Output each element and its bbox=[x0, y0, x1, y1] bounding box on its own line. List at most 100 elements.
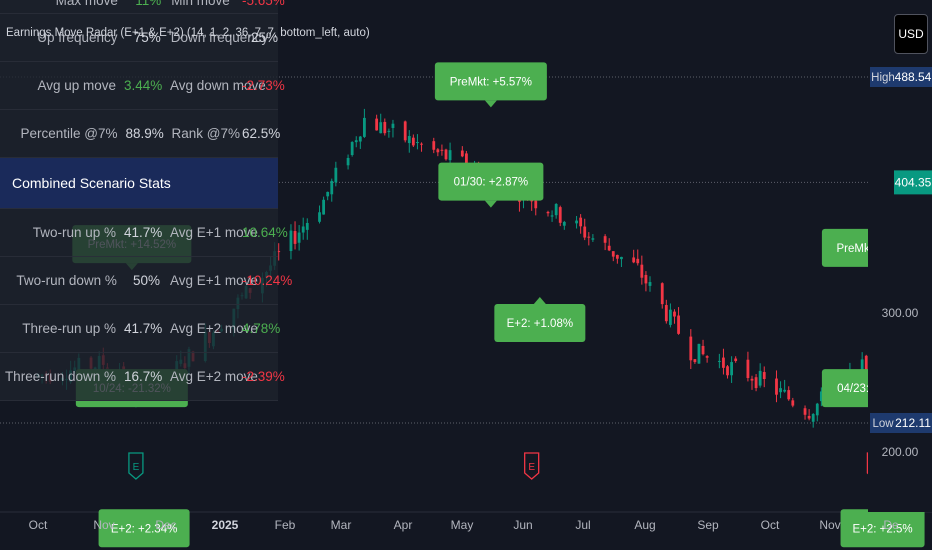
candle-body bbox=[448, 150, 452, 161]
candle-body bbox=[640, 264, 644, 278]
stats-value: 41.7% bbox=[124, 321, 163, 336]
candle-body bbox=[807, 415, 811, 419]
candle-body bbox=[705, 356, 709, 358]
stats-label: Rank @7% bbox=[171, 126, 240, 141]
price-tag-value: 488.54 bbox=[895, 70, 932, 84]
stats-label: Two-run down % bbox=[16, 273, 117, 288]
candle-body bbox=[379, 122, 383, 134]
annotation-label bbox=[494, 304, 586, 343]
stats-label: Avg E+2 move bbox=[170, 321, 258, 336]
candle-body bbox=[293, 231, 297, 244]
annotation-text: E+2: +2.5% bbox=[853, 523, 913, 535]
section-title: Combined Scenario Stats bbox=[0, 158, 278, 209]
price-tag-name: Low bbox=[872, 418, 894, 430]
x-tick-label: Jun bbox=[513, 518, 532, 532]
candle-body bbox=[358, 136, 362, 142]
candle-body bbox=[636, 258, 640, 264]
candle-body bbox=[734, 358, 738, 362]
candle-body bbox=[391, 123, 395, 128]
candle-body bbox=[465, 153, 468, 169]
candle-body bbox=[811, 414, 815, 422]
candle-body bbox=[534, 200, 538, 209]
candle-body bbox=[722, 357, 725, 368]
x-tick-label: May bbox=[451, 518, 474, 532]
candle-body bbox=[432, 141, 436, 150]
price-tag-bg bbox=[896, 413, 932, 433]
stats-label: Avg up move bbox=[37, 78, 116, 93]
candle-body bbox=[583, 226, 587, 238]
stats-table: Max move 11% Min move -5.65% Up frequency 75%… bbox=[0, 0, 293, 401]
candle-body bbox=[726, 366, 729, 376]
candle-body bbox=[746, 359, 750, 378]
annotation-text: 01/30: +2.87% bbox=[454, 177, 529, 189]
currency-button[interactable]: USD bbox=[894, 14, 928, 54]
stats-label: Avg E+1 move bbox=[170, 225, 258, 240]
candle-body bbox=[444, 149, 448, 160]
price-tag-value: 212.11 bbox=[895, 416, 931, 430]
candle-body bbox=[693, 359, 697, 363]
candle-body bbox=[632, 257, 636, 263]
annotation-pointer bbox=[484, 100, 497, 108]
stats-label: Percentile @7% bbox=[20, 126, 118, 141]
price-tag-value: 404.35 bbox=[895, 175, 932, 189]
stats-label: Up frequency bbox=[37, 30, 118, 45]
stats-row: Three-run up % 41.7% Avg E+2 move 4.78% bbox=[0, 305, 280, 353]
stats-label: Min move bbox=[171, 0, 230, 8]
annotation-pointer bbox=[484, 200, 497, 208]
candle-body bbox=[803, 408, 807, 415]
earnings-icon bbox=[524, 452, 540, 480]
candle-body bbox=[697, 343, 701, 364]
price-tag-name-bg bbox=[870, 413, 896, 433]
stats-row: Avg up move 3.44% Avg down move -2.73% bbox=[0, 62, 285, 110]
indicator-title[interactable]: Earnings Move Radar (E+1 & E+2) (14, 1, … bbox=[6, 27, 370, 39]
candle-body bbox=[575, 220, 578, 224]
candle-body bbox=[815, 403, 819, 416]
candle-body bbox=[644, 274, 648, 284]
candle-body bbox=[305, 222, 309, 230]
stats-row: Two-run down % 50% Avg E+1 move -10.24% bbox=[0, 257, 293, 305]
candle-body bbox=[411, 137, 415, 146]
annotation-pointer bbox=[533, 297, 546, 305]
candle-body bbox=[787, 390, 791, 400]
x-tick-label: Aug bbox=[634, 518, 655, 532]
stats-value: -2.73% bbox=[242, 78, 285, 93]
candle-body bbox=[607, 245, 611, 251]
stats-label: Three-run down % bbox=[4, 369, 116, 384]
candle-body bbox=[673, 311, 676, 317]
candle-body bbox=[660, 283, 664, 305]
candle-body bbox=[326, 191, 330, 197]
x-tick-label: Nov bbox=[93, 518, 114, 532]
stats-label: Avg down move bbox=[170, 78, 266, 93]
stats-value: -2.39% bbox=[242, 369, 285, 384]
stats-value: 88.9% bbox=[125, 126, 164, 141]
stats-value: 25% bbox=[250, 30, 278, 45]
candle-body bbox=[717, 360, 721, 362]
candle-body bbox=[611, 251, 615, 257]
stats-label: Max move bbox=[55, 0, 118, 8]
stats-value: -10.24% bbox=[242, 273, 293, 288]
candle-body bbox=[860, 359, 864, 373]
candle-body bbox=[330, 180, 334, 195]
x-tick-label: Sep bbox=[697, 518, 719, 532]
annotation-text: E+2: +1.08% bbox=[507, 318, 574, 330]
candle-body bbox=[603, 236, 607, 243]
candle-body bbox=[546, 211, 550, 214]
candle-body bbox=[350, 142, 354, 156]
stats-row: Up frequency 75% Down frequency 25% bbox=[0, 14, 278, 62]
stats-label: Avg E+2 move bbox=[170, 369, 258, 384]
candle-body bbox=[758, 370, 762, 386]
earnings-icon-glyph: E bbox=[528, 462, 535, 473]
stats-value: 50% bbox=[132, 273, 160, 288]
candle-body bbox=[762, 372, 766, 380]
x-tick-label: Nov bbox=[819, 518, 840, 532]
candle-body bbox=[615, 254, 619, 259]
x-tick-label: Apr bbox=[394, 518, 413, 532]
candle-body bbox=[346, 157, 350, 166]
x-tick-label: Mar bbox=[331, 518, 352, 532]
candle-body bbox=[383, 121, 387, 134]
candle-body bbox=[277, 251, 281, 253]
annotation-label bbox=[840, 509, 925, 548]
x-tick-label: Oct bbox=[761, 518, 780, 532]
candle-body bbox=[620, 256, 623, 260]
